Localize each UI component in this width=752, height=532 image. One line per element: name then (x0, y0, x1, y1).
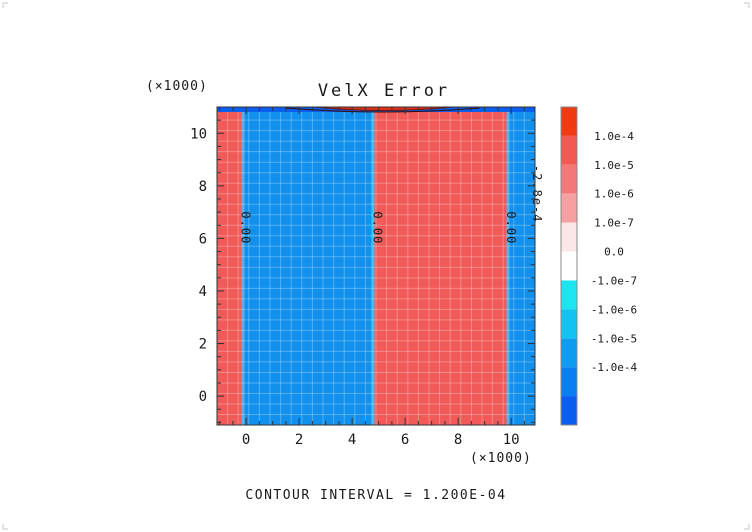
contour-interval-footer: CONTOUR INTERVAL = 1.200E-04 (245, 488, 506, 503)
colorbar-swatch-6 (561, 280, 577, 310)
region-2 (373, 107, 509, 425)
colorbar-swatch-4 (561, 222, 577, 252)
colorbar-label: 1.0e-4 (594, 130, 634, 143)
colorbar-swatch-7 (561, 309, 577, 339)
region-boundary-2 (506, 107, 510, 425)
x-tick-label: 2 (295, 432, 303, 448)
colorbar-swatch-8 (561, 338, 577, 368)
colorbar: 1.0e-4 1.0e-5 1.0e-6 1.0e-7 0.0 -1.0e-7 -1.0e-… (560, 106, 638, 426)
colorbar-swatch-3 (561, 193, 577, 223)
contour-field (217, 107, 535, 425)
y-tick-label: 10 (190, 126, 207, 142)
region-boundary-1 (371, 107, 375, 425)
colorbar-label: 1.0e-7 (594, 217, 634, 230)
chart-title: VelX Error (318, 81, 450, 101)
y-tick-label: 4 (199, 284, 207, 300)
grid-lines (217, 107, 535, 425)
colorbar-label: 0.0 (604, 246, 624, 259)
plot-frame (216, 106, 536, 426)
top-contour-line (285, 107, 480, 113)
colorbar-swatch-2 (561, 164, 577, 194)
contour-label-0: 0.00 (238, 211, 252, 244)
x-tick-label: 0 (242, 432, 250, 448)
region-3 (508, 107, 535, 425)
colorbar-swatch-1 (561, 135, 577, 165)
colorbar-label: 1.0e-6 (594, 188, 634, 201)
region-1 (243, 107, 374, 425)
region-boundary-0 (241, 107, 245, 425)
x-tick-label: 8 (454, 432, 462, 448)
colorbar-label: -1.0e-7 (591, 274, 637, 287)
y-axis-multiplier: (×1000) (146, 79, 208, 94)
contour-label-2: 0.00 (504, 211, 518, 244)
colorbar-label: -1.0e-6 (591, 303, 637, 316)
contour-labels: 0.00 0.00 0.00 -2.8e-4 (238, 165, 544, 244)
x-tick-label: 10 (503, 432, 520, 448)
colorbar-swatch-5 (561, 251, 577, 281)
axes: 0 2 4 6 8 10 0 2 4 6 8 10 (190, 106, 536, 448)
x-tick-label: 6 (401, 432, 409, 448)
y-tick-label: 8 (199, 179, 207, 195)
y-tick-label: 6 (199, 231, 207, 247)
region-0 (217, 107, 244, 425)
contour-label-1: 0.00 (370, 211, 384, 244)
colorbar-frame (560, 106, 578, 426)
colorbar-label: -1.0e-5 (591, 332, 637, 345)
top-boundary-band (217, 106, 535, 113)
x-axis-multiplier: (×1000) (470, 451, 532, 466)
colorbar-swatch-10 (561, 396, 577, 425)
colorbar-label: -1.0e-4 (591, 361, 638, 374)
y-tick-label: 0 (199, 389, 207, 405)
colorbar-label: 1.0e-5 (594, 159, 634, 172)
x-tick-label: 4 (348, 432, 356, 448)
y-tick-label: 2 (199, 337, 207, 353)
colorbar-swatch-9 (561, 367, 577, 397)
colorbar-swatch-0 (561, 107, 577, 136)
contour-label-3: -2.8e-4 (530, 165, 544, 223)
